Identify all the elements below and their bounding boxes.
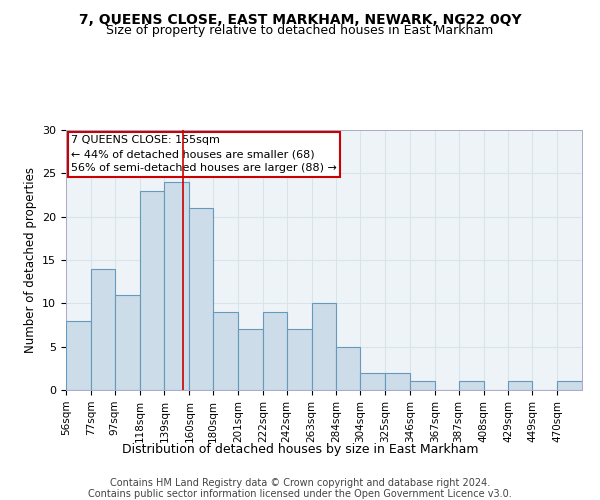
Bar (164, 182, 190, 390)
Bar (190, 208, 213, 390)
Bar (263, 312, 287, 390)
Bar (508, 382, 532, 390)
Text: Size of property relative to detached houses in East Markham: Size of property relative to detached ho… (106, 24, 494, 37)
Text: 7, QUEENS CLOSE, EAST MARKHAM, NEWARK, NG22 0QY: 7, QUEENS CLOSE, EAST MARKHAM, NEWARK, N… (79, 12, 521, 26)
Bar (311, 304, 337, 390)
Bar (287, 330, 311, 390)
Bar (115, 294, 140, 390)
Bar (66, 320, 91, 390)
Bar (238, 330, 263, 390)
Bar (213, 312, 238, 390)
Bar (410, 382, 435, 390)
Bar (385, 372, 410, 390)
Bar (458, 382, 484, 390)
Text: Contains HM Land Registry data © Crown copyright and database right 2024.: Contains HM Land Registry data © Crown c… (110, 478, 490, 488)
Bar (140, 190, 164, 390)
Text: 7 QUEENS CLOSE: 155sqm
← 44% of detached houses are smaller (68)
56% of semi-det: 7 QUEENS CLOSE: 155sqm ← 44% of detached… (71, 135, 337, 173)
Y-axis label: Number of detached properties: Number of detached properties (23, 167, 37, 353)
Bar (337, 346, 360, 390)
Bar (91, 268, 115, 390)
Text: Distribution of detached houses by size in East Markham: Distribution of detached houses by size … (122, 442, 478, 456)
Bar (557, 382, 582, 390)
Bar (360, 372, 385, 390)
Text: Contains public sector information licensed under the Open Government Licence v3: Contains public sector information licen… (88, 489, 512, 499)
